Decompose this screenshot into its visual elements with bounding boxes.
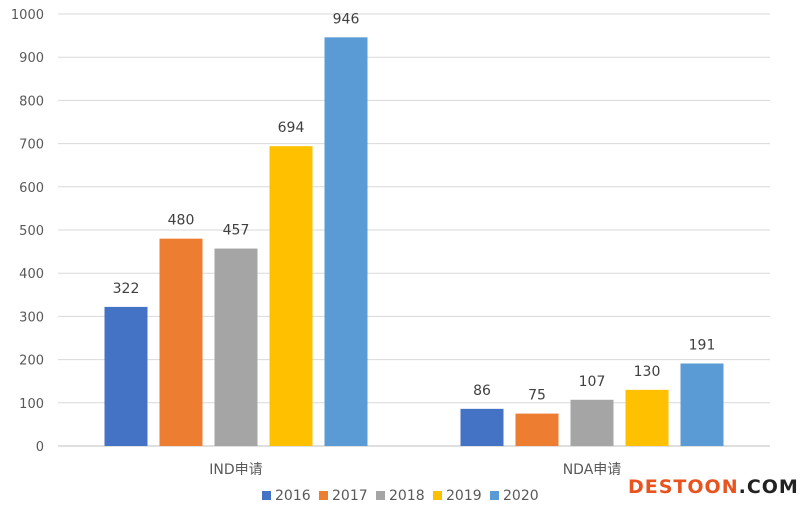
bar — [570, 399, 614, 446]
data-label: 86 — [473, 383, 491, 399]
data-label: 322 — [113, 281, 140, 297]
data-label: 457 — [223, 223, 250, 239]
bar — [269, 146, 313, 446]
y-tick-label: 100 — [19, 397, 44, 412]
legend-label: 2017 — [332, 488, 368, 504]
y-tick-label: 200 — [19, 354, 44, 369]
legend-label: 2020 — [503, 488, 539, 504]
data-label: 130 — [634, 364, 661, 380]
bar — [104, 306, 148, 446]
data-label: 191 — [689, 337, 716, 353]
data-label: 480 — [168, 213, 195, 229]
y-tick-label: 400 — [19, 267, 44, 282]
legend-swatch — [433, 491, 442, 500]
watermark-prefix: DESTOON — [628, 476, 739, 498]
bar — [214, 248, 258, 446]
bar — [460, 408, 504, 446]
watermark-suffix: .COM — [738, 476, 799, 498]
bar — [324, 37, 368, 446]
y-tick-label: 900 — [19, 51, 44, 66]
bar — [680, 363, 724, 446]
legend-swatch — [490, 491, 499, 500]
data-labels: 322 480 457 694 946 86 75 107 130 191 — [113, 11, 716, 403]
x-axis-categories: IND申请 NDA申请 — [209, 462, 621, 478]
y-tick-label: 1000 — [11, 8, 44, 23]
y-axis-ticks: 0 100 200 300 400 500 600 700 800 900 1000 — [11, 8, 44, 455]
legend-label: 2016 — [275, 488, 311, 504]
y-tick-label: 600 — [19, 181, 44, 196]
x-category-label: IND申请 — [209, 462, 262, 478]
legend: 2016 2017 2018 2019 2020 — [262, 488, 539, 504]
bar — [515, 413, 559, 446]
data-label: 75 — [528, 388, 546, 404]
bar — [159, 238, 203, 446]
data-label: 694 — [278, 120, 305, 136]
y-tick-label: 700 — [19, 138, 44, 153]
y-tick-label: 800 — [19, 94, 44, 109]
legend-label: 2018 — [389, 488, 425, 504]
legend-swatch — [262, 491, 271, 500]
x-category-label: NDA申请 — [563, 462, 622, 478]
y-tick-label: 300 — [19, 310, 44, 325]
y-tick-label: 0 — [36, 440, 44, 455]
legend-swatch — [376, 491, 385, 500]
legend-label: 2019 — [446, 488, 482, 504]
legend-swatch — [319, 491, 328, 500]
data-label: 946 — [333, 11, 360, 27]
watermark: DESTOON.COM — [628, 476, 799, 498]
y-tick-label: 500 — [19, 224, 44, 239]
bar — [625, 389, 669, 446]
data-label: 107 — [579, 374, 606, 390]
bars — [104, 37, 724, 446]
